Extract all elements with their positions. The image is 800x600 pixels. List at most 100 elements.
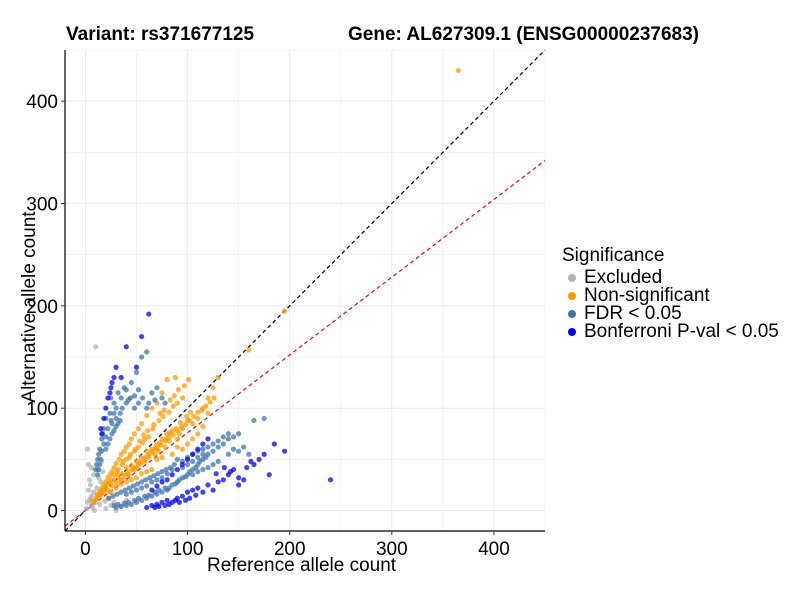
data-point (207, 399, 213, 405)
data-point (154, 456, 160, 462)
data-point (225, 436, 232, 442)
data-point (281, 448, 288, 454)
data-point (171, 393, 177, 399)
data-point (166, 409, 172, 415)
data-point (455, 67, 461, 74)
data-point (175, 387, 181, 393)
data-point (113, 485, 119, 491)
data-point (150, 426, 156, 432)
series-bonferroni-p-val-0-05 (98, 311, 334, 511)
data-point (182, 497, 189, 503)
data-point (117, 417, 123, 424)
data-point (85, 487, 92, 493)
data-point (105, 395, 111, 401)
data-point (88, 464, 95, 471)
data-point (164, 477, 170, 483)
series-non-significant (89, 67, 461, 504)
y-tick-label: 100 (26, 399, 58, 420)
data-point (142, 493, 148, 499)
data-point (109, 380, 115, 386)
data-point (93, 344, 99, 350)
data-point (153, 444, 159, 450)
data-point (115, 390, 121, 396)
data-point (123, 444, 129, 450)
data-point (93, 466, 99, 473)
data-point (236, 448, 242, 454)
data-point (167, 464, 173, 471)
data-point (195, 485, 201, 491)
data-point (135, 495, 142, 501)
data-point (161, 407, 167, 413)
data-point (220, 477, 226, 483)
legend-swatch (568, 328, 576, 336)
data-point (84, 499, 91, 505)
data-point (205, 410, 211, 416)
data-point (136, 458, 143, 465)
data-point (241, 444, 247, 450)
data-point (190, 472, 196, 478)
data-point (173, 426, 179, 432)
data-point (183, 413, 190, 419)
data-point (134, 481, 141, 487)
data-point (135, 387, 142, 393)
legend-title: Significance (562, 245, 665, 266)
data-point (96, 451, 102, 457)
data-point (185, 376, 192, 383)
data-point (236, 482, 242, 488)
data-point (89, 504, 96, 511)
data-point (163, 436, 169, 442)
data-point (118, 374, 124, 381)
data-point (146, 434, 152, 440)
data-point (182, 421, 189, 428)
data-point (113, 460, 119, 467)
data-point (103, 446, 109, 452)
data-point (88, 493, 95, 499)
data-point (126, 454, 132, 460)
data-point (113, 405, 119, 411)
y-tick-label: 300 (26, 195, 58, 216)
data-point (123, 400, 129, 406)
data-point (163, 466, 169, 473)
data-point (156, 487, 162, 493)
data-point (90, 489, 97, 495)
data-point (327, 477, 334, 483)
data-point (130, 464, 137, 471)
data-point (179, 461, 186, 468)
data-point (144, 469, 150, 475)
data-point (123, 491, 129, 497)
data-point (210, 461, 216, 468)
x-tick-label: 200 (274, 539, 306, 560)
data-point (126, 485, 132, 491)
data-point (200, 441, 206, 447)
data-point (108, 477, 114, 483)
data-point (152, 397, 158, 403)
data-point (146, 311, 152, 317)
data-point (145, 428, 151, 434)
data-point (184, 489, 191, 495)
data-point (210, 385, 216, 391)
data-point (149, 390, 155, 396)
data-point (227, 469, 234, 475)
data-point (167, 397, 173, 403)
data-point (111, 464, 117, 471)
data-point (117, 410, 123, 416)
data-point (261, 451, 267, 457)
data-point (195, 446, 201, 452)
data-point (108, 385, 114, 391)
data-point (146, 400, 152, 406)
data-point (119, 471, 125, 477)
data-point (236, 475, 242, 481)
data-point (157, 410, 163, 416)
data-point (118, 451, 124, 457)
data-point (159, 469, 165, 475)
data-point (205, 436, 211, 442)
data-point (110, 493, 116, 499)
data-point (193, 492, 199, 498)
data-point (225, 431, 232, 437)
data-point (205, 444, 211, 450)
data-point (107, 410, 113, 416)
legend-swatch (568, 274, 576, 282)
data-point (131, 431, 138, 437)
data-point (105, 441, 111, 447)
data-point (89, 498, 96, 504)
